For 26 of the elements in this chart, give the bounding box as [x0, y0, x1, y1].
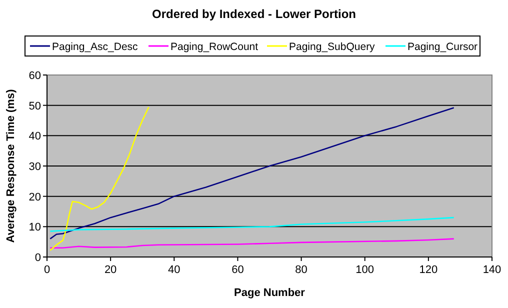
x-tick-label: 100	[356, 264, 374, 276]
y-tick-label: 20	[28, 191, 41, 204]
y-tick-label: 10	[28, 222, 41, 234]
legend-label: Paging_Cursor	[408, 41, 478, 53]
x-axis-title: Page Number	[234, 287, 306, 299]
line-series	[50, 216, 455, 232]
y-tick-label: 60	[28, 70, 41, 82]
x-tick-label: 40	[168, 264, 180, 276]
y-tick-label: 50	[28, 100, 41, 112]
legend-label: Paging_SubQuery	[289, 41, 376, 53]
x-tick-label: 0	[44, 264, 50, 276]
x-tick-label: 20	[104, 264, 117, 276]
line-series	[50, 238, 455, 249]
chart-title: Ordered by Indexed - Lower Portion	[152, 7, 356, 21]
x-tick-label: 140	[482, 264, 502, 276]
line-series	[50, 106, 150, 251]
y-tick-label: 30	[28, 161, 41, 173]
x-tick-label: 120	[419, 264, 438, 276]
y-tick-label: 0	[34, 252, 41, 264]
legend-label: Paging_RowCount	[170, 41, 258, 53]
x-tick-label: 60	[232, 264, 244, 276]
y-axis-title: Average Response Time (ms)	[5, 88, 17, 243]
line-series	[50, 107, 455, 240]
y-tick-label: 40	[28, 130, 41, 143]
legend-label: Paging_Asc_Desc	[52, 41, 138, 53]
x-tick-label: 80	[295, 264, 308, 276]
